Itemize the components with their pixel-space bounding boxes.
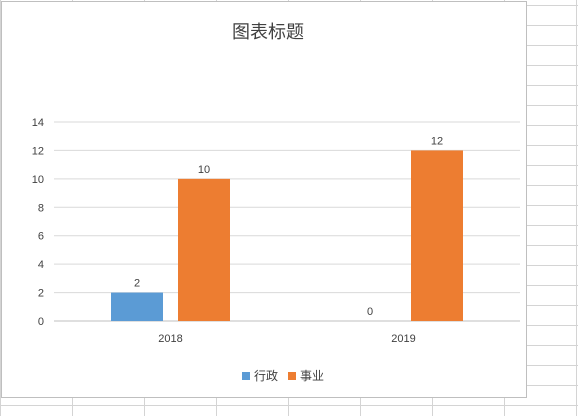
y-tick-label: 2 xyxy=(38,288,44,300)
bars: 2 10 0 12 xyxy=(111,135,463,321)
legend-swatch xyxy=(242,372,250,380)
bar-行政-2018 xyxy=(111,292,163,321)
y-tick-label: 14 xyxy=(32,117,44,129)
chart-title: 图表标题 xyxy=(232,22,304,42)
data-label: 2 xyxy=(134,278,140,290)
x-tick-label: 2019 xyxy=(391,333,415,345)
y-tick-label: 12 xyxy=(32,145,44,157)
y-tick-label: 10 xyxy=(32,174,44,186)
y-tick-label: 8 xyxy=(38,202,44,214)
bar-chart: 图表标题 0 2 4 6 8 10 12 14 2 10 0 12 2018 2019 行政 事业 xyxy=(32,22,520,383)
bar-事业-2018 xyxy=(178,178,230,321)
y-tick-label: 6 xyxy=(38,231,44,243)
data-label: 12 xyxy=(431,135,443,147)
x-tick-label: 2018 xyxy=(158,333,182,345)
data-label: 0 xyxy=(367,306,373,318)
bar-事业-2019 xyxy=(411,150,463,321)
chart-area[interactable]: 图表标题 0 2 4 6 8 10 12 14 2 10 0 12 2018 2019 行政 事业 xyxy=(1,1,527,398)
legend-label: 行政 xyxy=(254,369,278,383)
data-label: 10 xyxy=(198,164,210,176)
x-axis-labels: 2018 2019 xyxy=(158,333,415,345)
y-tick-label: 0 xyxy=(38,316,44,328)
legend-label: 事业 xyxy=(300,369,324,383)
y-tick-label: 4 xyxy=(38,259,44,271)
legend-swatch xyxy=(288,372,296,380)
legend: 行政 事业 xyxy=(242,369,324,383)
y-axis-ticks: 0 2 4 6 8 10 12 14 xyxy=(32,117,44,328)
